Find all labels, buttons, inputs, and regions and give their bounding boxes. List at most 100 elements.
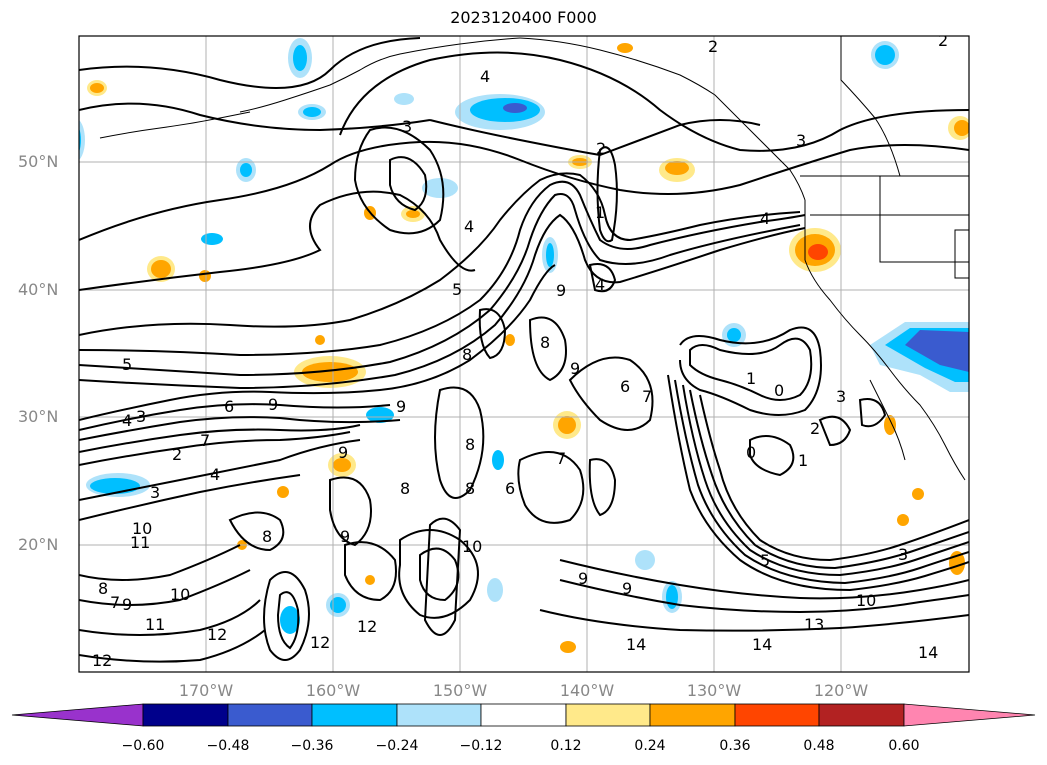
colorbar	[11, 703, 1036, 727]
contour-label: 9	[556, 281, 566, 300]
colorbar-segment	[565, 703, 651, 727]
contour-label: 3	[150, 483, 160, 502]
map-content: 2 2 4 3 3 2 1 4 4 5 5 4 9 8 8 9 6 7 1 0 …	[79, 31, 969, 672]
blue-patch	[293, 45, 307, 71]
contour-label: 1	[798, 451, 808, 470]
blue-patch	[201, 233, 223, 245]
lon-label-150w: 150°W	[432, 681, 488, 700]
colorbar-extend-low	[11, 703, 144, 727]
contour-label: 12	[207, 625, 227, 644]
contour-label: 6	[505, 479, 515, 498]
blue-patch	[635, 550, 655, 570]
contour-labels: 2 2 4 3 3 2 1 4 4 5 5 4 9 8 8 9 6 7 1 0 …	[92, 31, 948, 670]
colorbar-tick-label: 0.36	[719, 738, 751, 754]
blue-patch	[280, 606, 300, 634]
colorbar-tick-label: 0.24	[634, 738, 666, 754]
contour-label: 4	[480, 67, 490, 86]
contour-label: 4	[595, 275, 605, 294]
contour-label: 3	[136, 407, 146, 426]
blue-patch	[905, 330, 969, 372]
colorbar-tick-label: −0.12	[459, 738, 503, 754]
contour-label: 2	[810, 419, 820, 438]
blue-patch	[875, 45, 895, 65]
colorbar-segment	[649, 703, 736, 727]
colorbar-tick-label: 0.48	[803, 738, 835, 754]
contour-label: 1	[595, 203, 605, 222]
colorbar-tick-label: −0.48	[206, 738, 250, 754]
orange-patch	[199, 270, 211, 282]
blue-patch	[90, 478, 140, 494]
lon-label-120w: 120°W	[813, 681, 869, 700]
lon-label-140w: 140°W	[559, 681, 615, 700]
blue-patch	[394, 93, 414, 105]
colorbar-tick-label: 0.60	[888, 738, 920, 754]
contour-label: 2	[938, 31, 948, 50]
blue-patch	[492, 450, 504, 470]
contour-label: 3	[796, 131, 806, 150]
contour-label: 9	[622, 579, 632, 598]
colorbar-tick-label: 0.12	[550, 738, 582, 754]
orange-patch	[558, 416, 576, 434]
orange-patch	[365, 575, 375, 585]
shaded-fields	[79, 38, 969, 653]
contour-label: 0	[746, 443, 756, 462]
contour-label: 7	[110, 593, 120, 612]
contour-label: 4	[210, 465, 220, 484]
orange-patch	[897, 514, 909, 526]
contour-label: 14	[918, 643, 938, 662]
contour-label: 9	[340, 527, 350, 546]
colorbar-tick-label: −0.36	[290, 738, 334, 754]
colorbar-extend-high	[903, 703, 1036, 727]
contour-label: 9	[268, 395, 278, 414]
lat-label-20n: 20°N	[18, 535, 59, 554]
colorbar-segment	[818, 703, 905, 727]
contour-label: 4	[760, 209, 770, 228]
blue-patch	[546, 243, 554, 267]
contour-label: 7	[200, 431, 210, 450]
contour-label: 9	[578, 569, 588, 588]
orange-patch	[560, 641, 576, 653]
contour-label: 10	[132, 519, 152, 538]
contour-label: 5	[122, 355, 132, 374]
orange-patch	[617, 43, 633, 53]
contour-label: 3	[898, 545, 908, 564]
contour-label: 12	[92, 651, 112, 670]
colorbar-segment	[480, 703, 567, 727]
lon-label-130w: 130°W	[686, 681, 742, 700]
contour-label: 2	[708, 37, 718, 56]
colorbar-tick-label: −0.24	[375, 738, 419, 754]
lon-label-170w: 170°W	[178, 681, 234, 700]
colorbar-segment	[734, 703, 820, 727]
blue-patch	[422, 178, 458, 198]
contour-label: 2	[172, 445, 182, 464]
contour-label: 12	[357, 617, 377, 636]
contour-label: 11	[145, 615, 165, 634]
blue-patch	[727, 328, 741, 342]
contour-label: 8	[462, 345, 472, 364]
contour-label: 7	[556, 449, 566, 468]
contour-label: 7	[642, 387, 652, 406]
blue-patch	[366, 407, 394, 423]
contour-label: 9	[570, 359, 580, 378]
contour-label: 4	[122, 411, 132, 430]
red-patch	[808, 244, 828, 260]
lat-label-30n: 30°N	[18, 407, 59, 426]
contour-label: 9	[122, 595, 132, 614]
contour-label: 13	[804, 615, 824, 634]
contour-label: 3	[402, 117, 412, 136]
colorbar-segment	[227, 703, 313, 727]
contour-label: 5	[452, 280, 462, 299]
colorbar-segment	[142, 703, 229, 727]
contour-label: 10	[462, 537, 482, 556]
contour-label: 0	[774, 381, 784, 400]
contour-label: 4	[464, 217, 474, 236]
contour-label: 9	[338, 443, 348, 462]
contour-label: 8	[465, 435, 475, 454]
orange-patch	[954, 120, 969, 136]
orange-patch	[406, 210, 420, 218]
lat-label-40n: 40°N	[18, 280, 59, 299]
contour-label: 11	[130, 533, 150, 552]
orange-patch	[505, 334, 515, 346]
orange-patch	[912, 488, 924, 500]
